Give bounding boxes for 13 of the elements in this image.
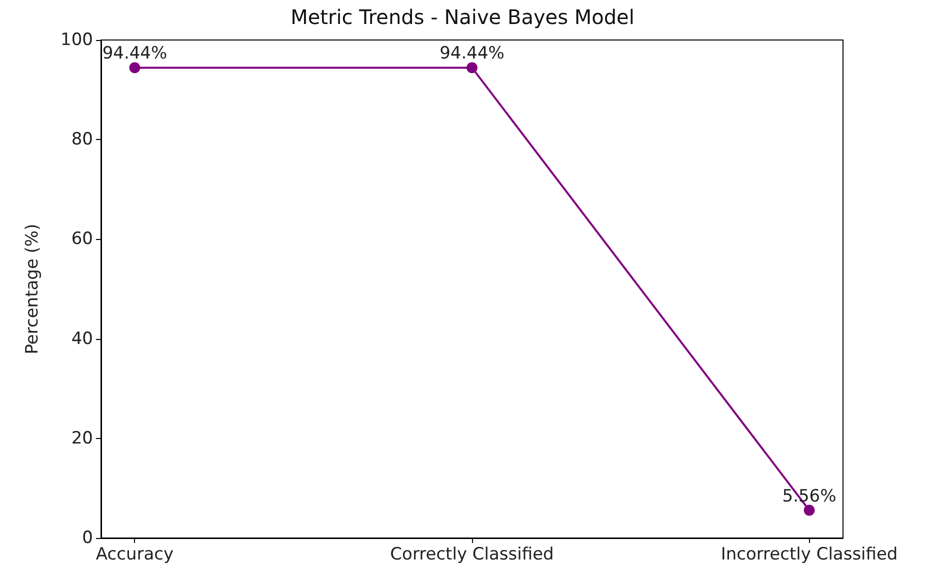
y-tick-label: 60 <box>71 229 93 250</box>
data-label: 94.44% <box>102 44 168 64</box>
y-tick-label: 40 <box>71 328 93 349</box>
y-tick-label: 100 <box>60 30 93 50</box>
x-tick-label: Incorrectly Classified <box>720 544 898 564</box>
y-tick-label: 0 <box>82 528 93 548</box>
y-axis-title: Percentage (%) <box>22 224 42 354</box>
chart-title: Metric Trends - Naive Bayes Model <box>290 5 634 29</box>
y-tick-label: 20 <box>71 428 93 448</box>
y-tick-label: 80 <box>71 130 93 150</box>
data-label: 94.44% <box>440 44 504 64</box>
x-tick-label: Accuracy <box>96 544 174 564</box>
x-tick-label: Correctly Classified <box>390 544 554 564</box>
